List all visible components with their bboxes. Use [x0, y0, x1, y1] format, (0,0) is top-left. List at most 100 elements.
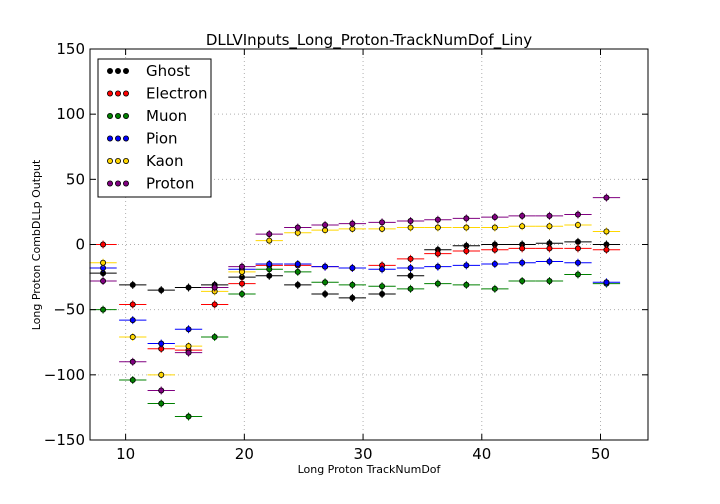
data-point: [379, 225, 386, 232]
data-point: [185, 349, 192, 356]
legend-marker: [123, 135, 130, 142]
x-tick-label: 20: [235, 445, 254, 463]
data-point: [129, 377, 136, 384]
chart-title: DLLVInputs_Long_Proton-TrackNumDof_Liny: [206, 31, 532, 50]
legend-marker: [107, 135, 114, 142]
legend-entry-electron: Electron: [107, 85, 208, 103]
x-tick-label: 40: [472, 445, 491, 463]
data-point: [185, 284, 192, 291]
legend-marker: [115, 135, 122, 142]
series-layer: [89, 193, 621, 421]
data-point: [407, 255, 414, 262]
data-point: [238, 280, 245, 287]
axis-ticks: 10 20 30 40 50 −150 −100 −50 0 50 100 150: [44, 40, 648, 463]
data-point: [574, 211, 581, 218]
data-point: [129, 281, 136, 288]
x-axis-label: Long Proton TrackNumDof: [298, 463, 442, 476]
legend-entry-pion: Pion: [107, 130, 178, 148]
legend-label: Muon: [146, 107, 187, 125]
data-point: [407, 224, 414, 231]
data-point: [322, 279, 329, 286]
data-point: [491, 261, 498, 268]
data-point: [434, 280, 441, 287]
y-tick-label: −100: [44, 366, 85, 384]
data-point: [100, 259, 107, 266]
data-point: [322, 221, 329, 228]
data-point: [519, 223, 526, 230]
data-point: [158, 400, 165, 407]
data-point: [129, 317, 136, 324]
legend-label: Proton: [146, 175, 194, 193]
legend-label: Ghost: [146, 62, 190, 80]
data-point: [185, 413, 192, 420]
data-point: [185, 343, 192, 350]
data-point: [379, 266, 386, 273]
data-point: [379, 219, 386, 226]
data-point: [294, 268, 301, 275]
data-point: [491, 224, 498, 231]
data-point: [491, 214, 498, 221]
legend-entry-proton: Proton: [107, 175, 194, 193]
data-point: [546, 258, 553, 265]
legend-marker: [123, 113, 130, 120]
legend-marker: [123, 157, 130, 164]
x-tick-label: 30: [354, 445, 373, 463]
data-point: [434, 263, 441, 270]
legend-label: Kaon: [146, 152, 183, 170]
data-point: [574, 259, 581, 266]
data-point: [407, 264, 414, 271]
y-tick-label: 150: [56, 40, 85, 58]
legend-entry-ghost: Ghost: [107, 62, 190, 80]
y-axis-label: Long Proton CombDLLp Output: [30, 159, 43, 330]
data-point: [519, 277, 526, 284]
data-point: [434, 216, 441, 223]
data-point: [294, 281, 301, 288]
data-point: [574, 238, 581, 245]
data-point: [211, 334, 218, 341]
series-kaon: [89, 220, 621, 379]
data-point: [546, 245, 553, 252]
legend-marker: [107, 113, 114, 120]
data-point: [603, 228, 610, 235]
data-point: [349, 281, 356, 288]
data-point: [185, 326, 192, 333]
data-point: [294, 224, 301, 231]
legend-label: Pion: [146, 130, 178, 148]
data-point: [546, 212, 553, 219]
data-point: [211, 284, 218, 291]
data-point: [129, 334, 136, 341]
legend-marker: [115, 68, 122, 75]
legend-marker: [107, 180, 114, 187]
data-point: [100, 306, 107, 313]
data-point: [463, 262, 470, 269]
data-point: [434, 224, 441, 231]
data-point: [266, 272, 273, 279]
data-point: [129, 301, 136, 308]
legend-marker: [115, 180, 122, 187]
y-tick-label: −50: [53, 301, 85, 319]
data-point: [574, 271, 581, 278]
data-point: [129, 358, 136, 365]
legend-entry-kaon: Kaon: [107, 152, 183, 170]
data-point: [100, 241, 107, 248]
data-point: [266, 261, 273, 268]
data-point: [603, 279, 610, 286]
data-point: [158, 371, 165, 378]
data-point: [463, 281, 470, 288]
x-tick-label: 50: [591, 445, 610, 463]
legend-marker: [115, 90, 122, 97]
data-point: [407, 285, 414, 292]
series-proton: [89, 193, 621, 395]
data-point: [322, 263, 329, 270]
data-point: [158, 387, 165, 394]
legend-marker: [123, 90, 130, 97]
data-point: [322, 291, 329, 298]
y-tick-label: 50: [66, 170, 85, 188]
data-point: [379, 283, 386, 290]
data-point: [463, 215, 470, 222]
data-point: [574, 221, 581, 228]
legend: Ghost Electron Muon Pion Kaon Proton: [97, 58, 212, 198]
data-point: [294, 261, 301, 268]
